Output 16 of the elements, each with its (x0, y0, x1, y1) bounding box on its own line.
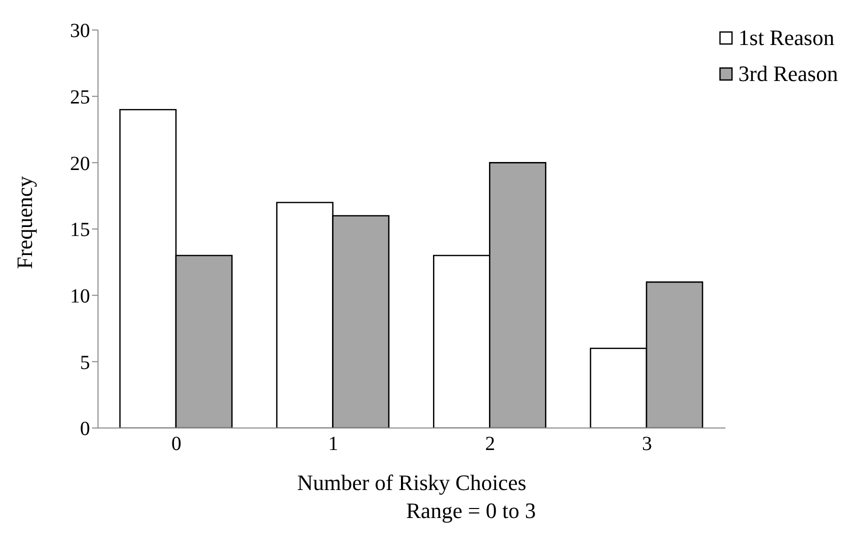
y-axis-title: Frequency (12, 176, 37, 269)
legend-label: 1st Reason (738, 24, 834, 52)
y-tick-label: 5 (80, 352, 90, 374)
y-tick-label: 15 (70, 219, 90, 242)
x-tick-label: 0 (171, 433, 182, 456)
y-tick-label: 20 (70, 152, 90, 175)
x-axis-title: Number of Risky Choices (297, 470, 526, 495)
y-tick-label: 0 (80, 418, 90, 440)
legend-label: 3rd Reason (738, 60, 838, 88)
y-tick-label: 25 (70, 86, 90, 108)
text: Range = 0 to 3 (405, 498, 537, 524)
y-tick-label: 10 (70, 285, 90, 308)
x-tick-label: 3 (642, 433, 652, 456)
x-tick-label: 1 (328, 433, 338, 456)
y-tick-label: 30 (70, 20, 90, 42)
x-tick-label: 2 (485, 433, 496, 456)
